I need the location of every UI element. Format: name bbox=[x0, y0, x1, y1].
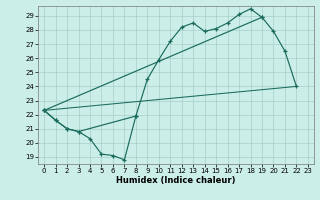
X-axis label: Humidex (Indice chaleur): Humidex (Indice chaleur) bbox=[116, 176, 236, 185]
